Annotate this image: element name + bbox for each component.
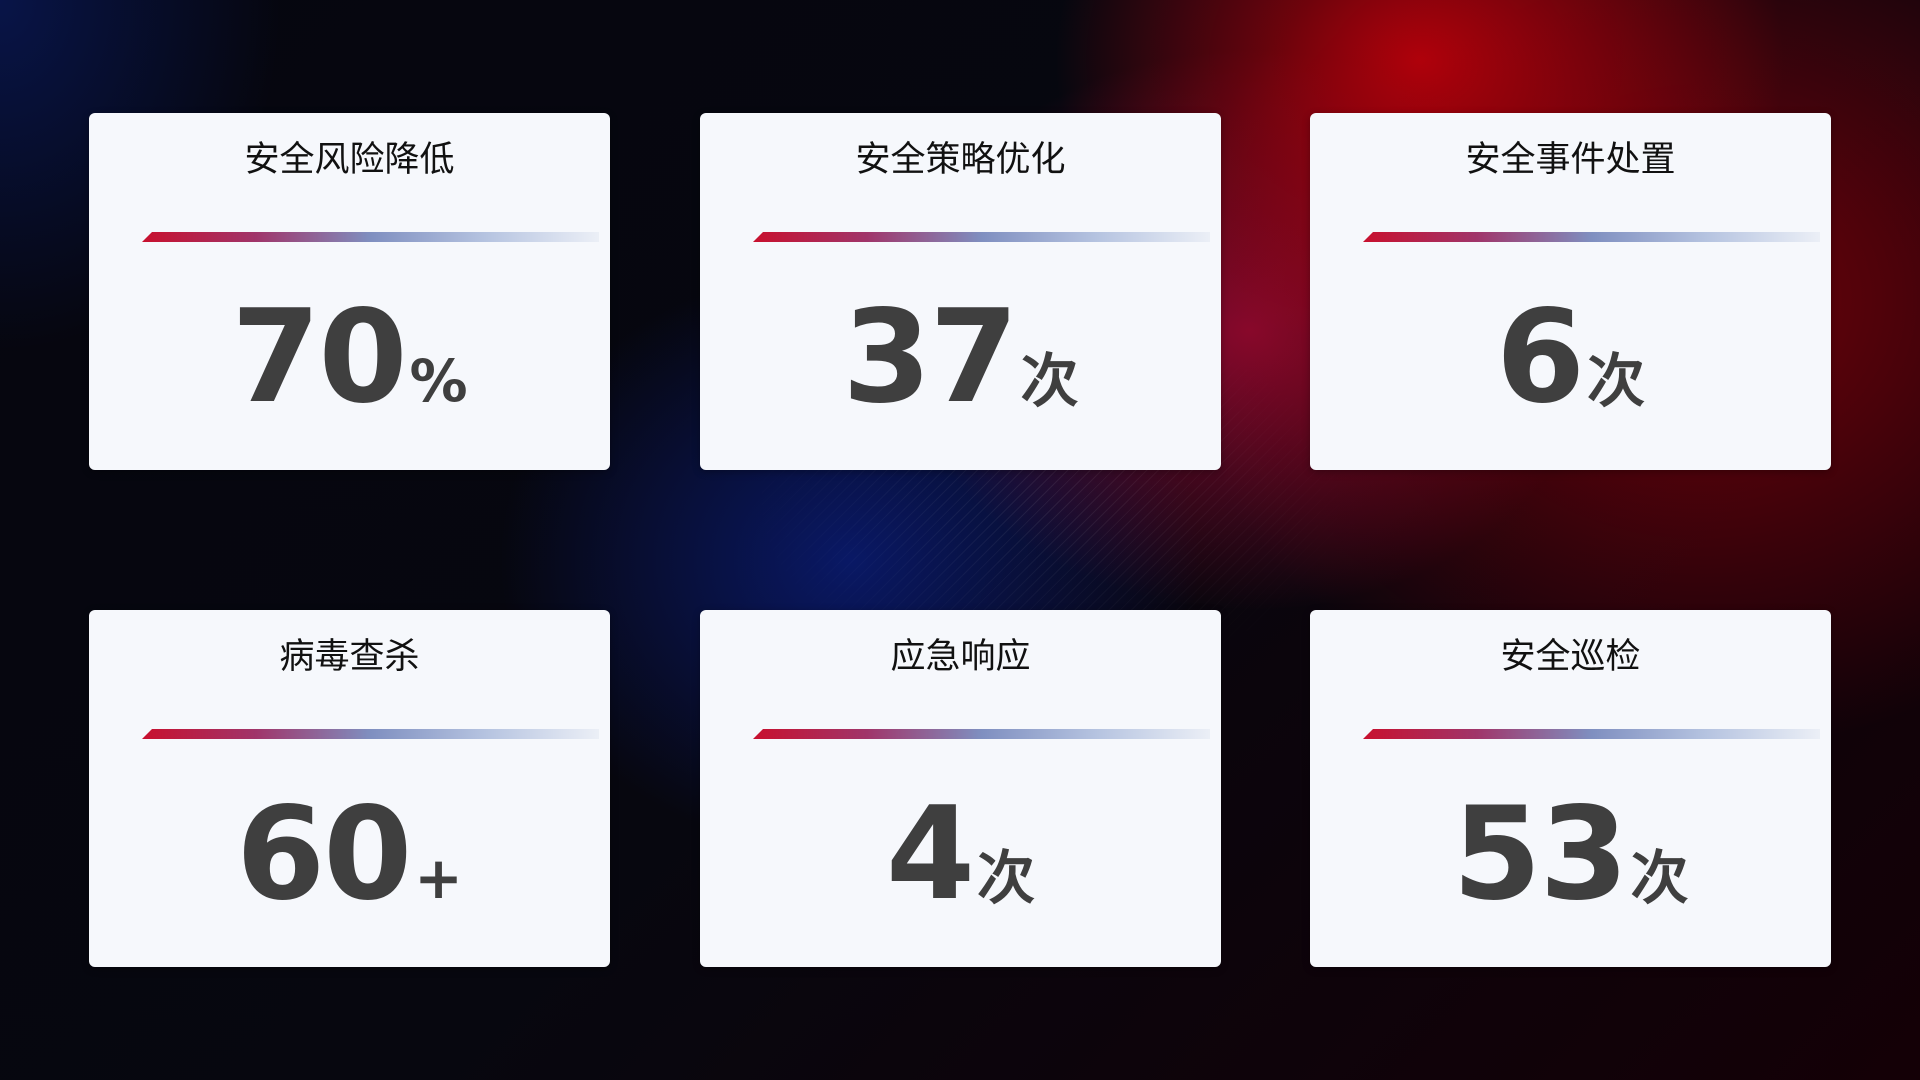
stat-card-security-inspection: 安全巡检 53次	[1310, 610, 1831, 967]
stat-card-emergency-response: 应急响应 4次	[700, 610, 1221, 967]
card-value: 70%	[89, 288, 610, 428]
stat-card-policy-optimization: 安全策略优化 37次	[700, 113, 1221, 470]
gradient-divider	[753, 232, 1210, 242]
gradient-divider	[1363, 729, 1820, 739]
value-unit: 次	[1020, 347, 1079, 415]
card-value: 6次	[1310, 288, 1831, 428]
card-title: 安全巡检	[1500, 637, 1641, 677]
gradient-divider	[142, 729, 599, 739]
value-number: 53	[1452, 780, 1628, 929]
value-number: 6	[1495, 283, 1585, 432]
card-value: 60+	[89, 785, 610, 925]
gradient-divider	[1363, 232, 1820, 242]
value-unit: 次	[1630, 844, 1689, 912]
value-unit: 次	[977, 844, 1036, 912]
card-title: 病毒查杀	[279, 637, 420, 677]
card-value: 37次	[700, 288, 1221, 428]
value-unit: %	[409, 347, 468, 415]
card-value: 53次	[1310, 785, 1831, 925]
gradient-divider	[753, 729, 1210, 739]
gradient-divider	[142, 232, 599, 242]
value-number: 60	[236, 780, 412, 929]
card-value: 4次	[700, 785, 1221, 925]
value-unit: +	[414, 844, 463, 912]
value-unit: 次	[1587, 347, 1646, 415]
value-number: 70	[231, 283, 407, 432]
stat-card-incident-handling: 安全事件处置 6次	[1310, 113, 1831, 470]
value-number: 4	[885, 780, 975, 929]
stat-card-virus-removal: 病毒查杀 60+	[89, 610, 610, 967]
card-title: 应急响应	[890, 637, 1031, 677]
card-title: 安全事件处置	[1465, 140, 1676, 180]
card-title: 安全风险降低	[244, 140, 455, 180]
card-title: 安全策略优化	[855, 140, 1066, 180]
stat-card-risk-reduction: 安全风险降低 70%	[89, 113, 610, 470]
value-number: 37	[842, 283, 1018, 432]
